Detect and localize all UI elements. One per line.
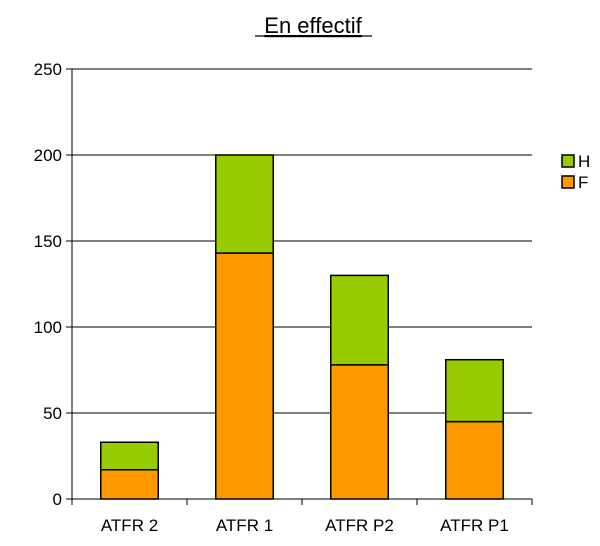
legend-swatch-f xyxy=(561,175,575,189)
legend-label-h: H xyxy=(578,152,590,171)
bar-h-atfr-1 xyxy=(215,154,274,254)
y-tick-label: 250 xyxy=(34,60,62,79)
y-tick-label: 150 xyxy=(34,232,62,251)
axes: 0 50 100 150 200 250 ATFR 2 ATFR 1 ATFR P2 ATFR P… xyxy=(34,60,533,535)
bar-h-atfr-2 xyxy=(100,441,159,471)
bar-h-atfr-p2 xyxy=(330,274,389,366)
legend-label-f: F xyxy=(578,173,588,192)
legend: HF xyxy=(561,152,590,192)
bar-f-atfr-p2 xyxy=(330,364,389,500)
x-tick-label: ATFR 1 xyxy=(216,516,273,535)
legend-swatch-h xyxy=(561,154,575,168)
bar-f-atfr-2 xyxy=(100,469,159,500)
x-tick-label: ATFR P1 xyxy=(440,516,509,535)
bars xyxy=(100,154,504,500)
y-tick-label: 0 xyxy=(53,490,62,509)
x-tick-label: ATFR 2 xyxy=(101,516,158,535)
y-tick-label: 100 xyxy=(34,318,62,337)
bar-h-atfr-p1 xyxy=(445,358,504,423)
chart-title: En effectif xyxy=(264,13,362,38)
y-tick-label: 50 xyxy=(43,404,62,423)
bar-f-atfr-p1 xyxy=(445,420,504,500)
x-tick-label: ATFR P2 xyxy=(325,516,394,535)
gridlines xyxy=(72,68,532,414)
y-tick-label: 200 xyxy=(34,146,62,165)
bar-f-atfr-1 xyxy=(215,252,274,500)
